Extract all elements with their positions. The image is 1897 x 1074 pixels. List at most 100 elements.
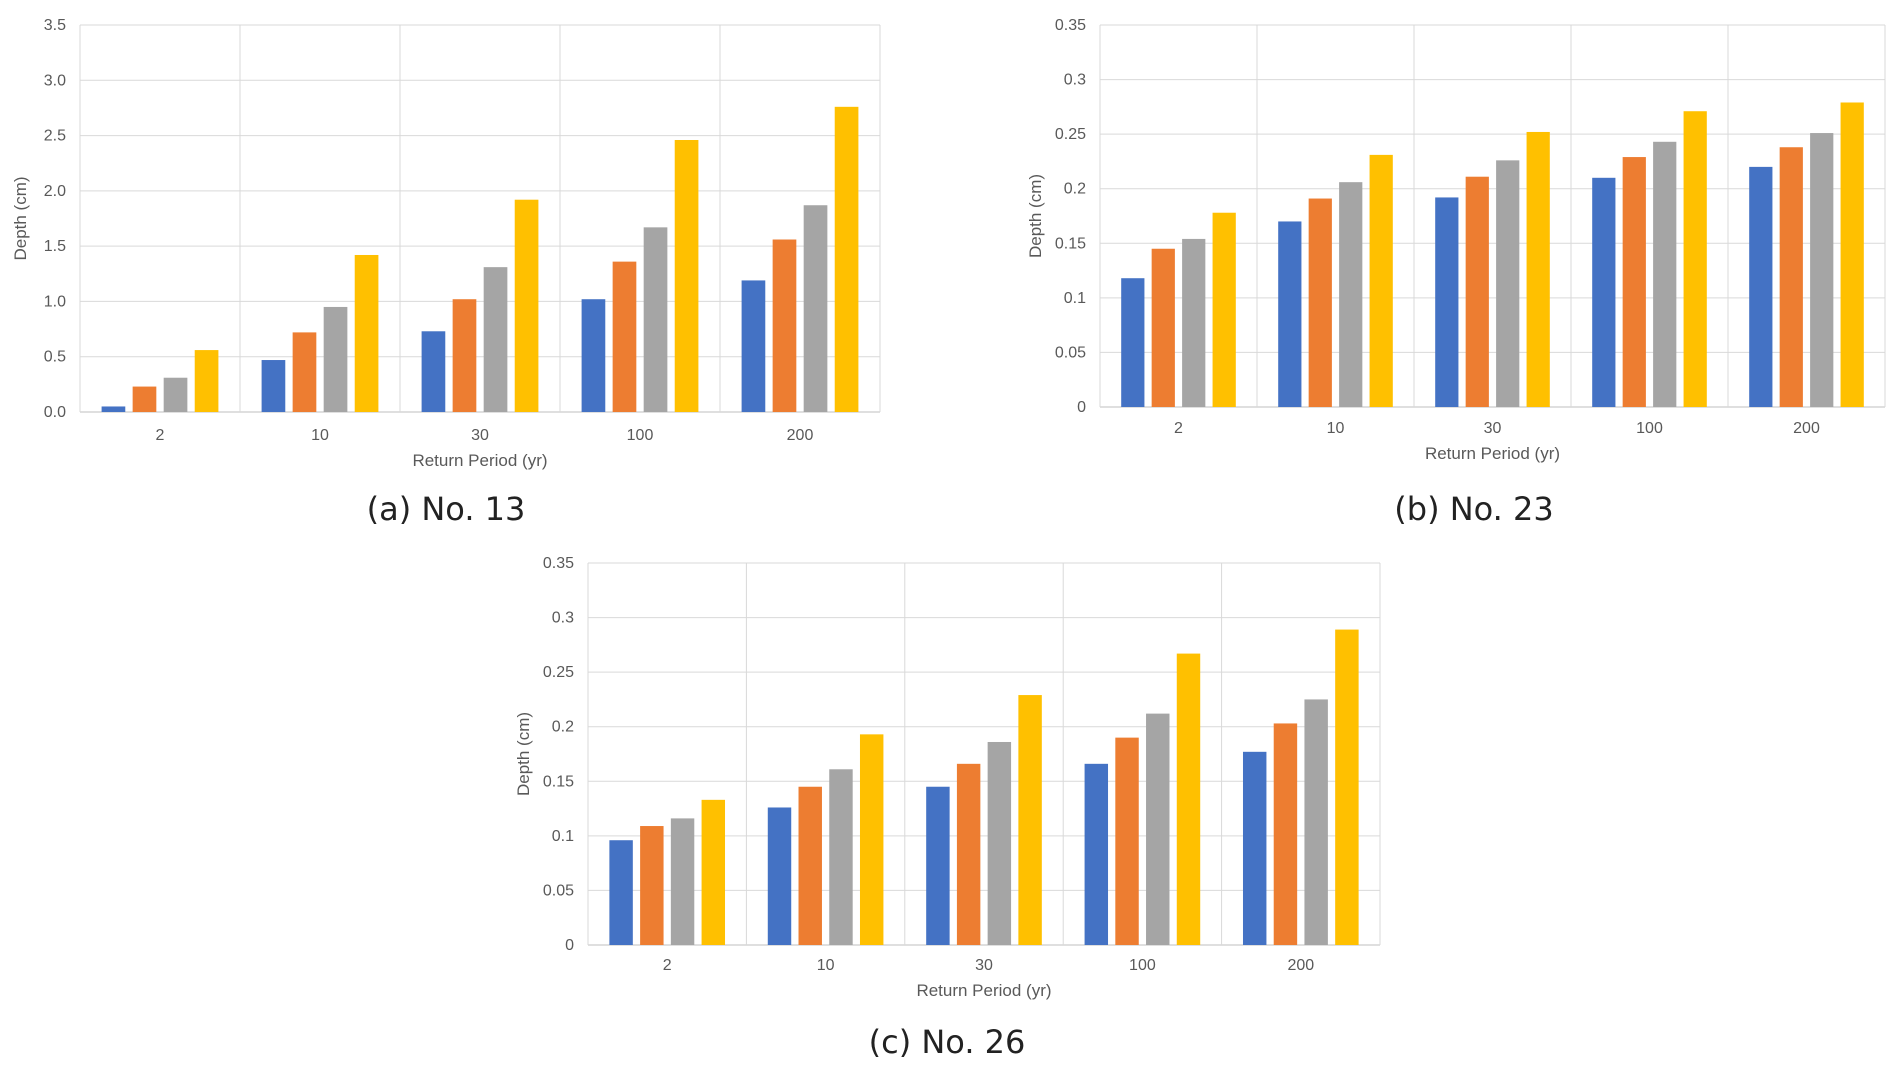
bar-c-series3-30 (987, 741, 1012, 945)
bar-b-series1-10 (1278, 221, 1302, 407)
chart-panel-c: 0 0.05 0.1 0.15 0.2 0.25 0.3 0.35 2 10 30 100 200 Ret… (500, 550, 1400, 1020)
y-tick-label: 0.15 (543, 773, 574, 790)
y-axis-title: Depth (cm) (11, 176, 30, 260)
x-tick-label: 2 (663, 957, 672, 974)
bar-c-series2-10 (798, 786, 822, 945)
bar-c-series1-10 (767, 807, 792, 945)
bar-a-series4-200 (834, 106, 859, 412)
y-tick-label: 0.0 (44, 404, 66, 421)
bar-b-series3-30 (1496, 160, 1520, 407)
bar-b-series4-10 (1369, 154, 1393, 407)
x-tick-label: 2 (1174, 420, 1183, 437)
bar-c-series3-10 (829, 769, 853, 945)
y-tick-label: 2.5 (44, 128, 66, 145)
y-tick-label: 0.1 (552, 828, 574, 845)
y-tick-label: 0.15 (1055, 235, 1086, 252)
bar-a-series3-30 (483, 267, 508, 412)
bar-c-series4-100 (1176, 653, 1201, 945)
bar-c-series2-200 (1273, 723, 1298, 945)
bar-a-series2-10 (292, 332, 317, 412)
y-tick-label: 0.2 (1064, 181, 1086, 198)
bar-a-series3-2 (163, 377, 188, 412)
chart-caption-a: (a) No. 13 (366, 490, 526, 528)
bar-b-series2-200 (1779, 147, 1803, 408)
bar-a-series1-10 (261, 360, 286, 412)
bar-c-series2-30 (956, 763, 981, 945)
bar-c-series3-2 (670, 818, 695, 945)
y-tick-label: 0 (1077, 399, 1086, 416)
bar-c-series3-100 (1146, 713, 1170, 945)
x-axis-title: Return Period (yr) (1425, 444, 1560, 463)
y-axis-title: Depth (cm) (514, 712, 533, 796)
x-tick-label: 100 (1129, 957, 1156, 974)
bar-b-series1-2 (1121, 278, 1145, 407)
bar-b-series1-30 (1435, 197, 1459, 407)
x-tick-label: 10 (311, 427, 329, 444)
bar-b-series2-100 (1622, 157, 1646, 407)
bar-b-series2-2 (1151, 248, 1175, 407)
bar-a-series3-10 (323, 306, 348, 412)
bar-b-series3-100 (1653, 141, 1677, 408)
bar-c-series4-200 (1335, 629, 1359, 945)
y-tick-label: 0.05 (1055, 344, 1086, 361)
y-tick-label: 0.25 (1055, 126, 1086, 143)
chart-panel-a: 0.0 0.5 1.0 1.5 2.0 2.5 3.0 3.5 2 10 30 100 200 Retur… (0, 0, 900, 480)
bar-b-series4-100 (1683, 111, 1707, 408)
bar-a-series1-100 (581, 299, 606, 412)
chart-caption-c: (c) No. 26 (868, 1023, 1026, 1061)
y-tick-label: 1.0 (44, 293, 66, 310)
bar-c-series4-30 (1018, 695, 1042, 945)
y-tick-label: 3.5 (44, 17, 66, 34)
y-tick-label: 0.25 (543, 664, 574, 681)
chart-panel-b: 0 0.05 0.1 0.15 0.2 0.25 0.3 0.35 2 10 30 100 200 Ret… (1000, 0, 1897, 480)
x-axis-title: Return Period (yr) (916, 981, 1051, 1000)
bar-c-series1-2 (609, 840, 633, 945)
bar-a-series2-30 (452, 299, 477, 412)
bar-c-series1-100 (1084, 763, 1109, 945)
y-tick-label: 0.1 (1064, 290, 1086, 307)
bar-b-series4-2 (1212, 212, 1236, 407)
bar-b-series2-10 (1308, 198, 1332, 407)
y-tick-label: 0 (565, 937, 574, 954)
bar-a-series4-100 (674, 139, 699, 412)
x-tick-label: 200 (1793, 420, 1820, 437)
bar-c-series2-100 (1115, 737, 1139, 945)
chart-caption-b: (b) No. 23 (1394, 490, 1554, 528)
x-tick-label: 10 (817, 957, 835, 974)
y-tick-label: 0.3 (552, 610, 574, 627)
y-tick-label: 0.5 (44, 349, 66, 366)
x-tick-label: 30 (975, 957, 993, 974)
bar-c-series4-10 (859, 734, 884, 945)
bar-a-series4-10 (354, 254, 379, 412)
x-tick-label: 30 (1484, 420, 1502, 437)
bar-b-series1-200 (1749, 166, 1773, 407)
bar-c-series1-30 (926, 786, 950, 945)
x-tick-label: 200 (787, 427, 814, 444)
y-tick-label: 0.2 (552, 719, 574, 736)
x-tick-label: 100 (627, 427, 654, 444)
y-tick-label: 0.35 (1055, 17, 1086, 34)
bar-a-series4-2 (194, 350, 219, 412)
y-tick-label: 0.3 (1064, 72, 1086, 89)
bar-a-series1-200 (741, 280, 766, 412)
bar-a-series4-30 (514, 199, 539, 412)
bar-b-series1-100 (1592, 177, 1616, 407)
x-tick-label: 10 (1327, 420, 1345, 437)
bar-c-series1-200 (1242, 751, 1267, 945)
bar-c-series4-2 (701, 799, 726, 945)
bar-b-series3-10 (1339, 182, 1363, 407)
bar-a-series1-2 (101, 406, 126, 412)
bar-b-series4-200 (1840, 102, 1864, 408)
bar-c-series3-200 (1304, 699, 1328, 945)
x-tick-label: 200 (1287, 957, 1314, 974)
bar-b-series2-30 (1465, 176, 1489, 407)
chart-a: 0.0 0.5 1.0 1.5 2.0 2.5 3.0 3.5 2 10 30 100 200 Retur… (11, 17, 881, 470)
bar-a-series2-100 (612, 261, 637, 412)
y-axis-title: Depth (cm) (1026, 174, 1045, 258)
bar-a-series2-2 (132, 386, 157, 412)
bar-a-series2-200 (772, 239, 797, 412)
bar-a-series3-100 (643, 227, 668, 412)
bar-b-series3-2 (1182, 238, 1206, 407)
bar-a-series3-200 (803, 205, 828, 412)
bar-a-series1-30 (421, 331, 446, 412)
